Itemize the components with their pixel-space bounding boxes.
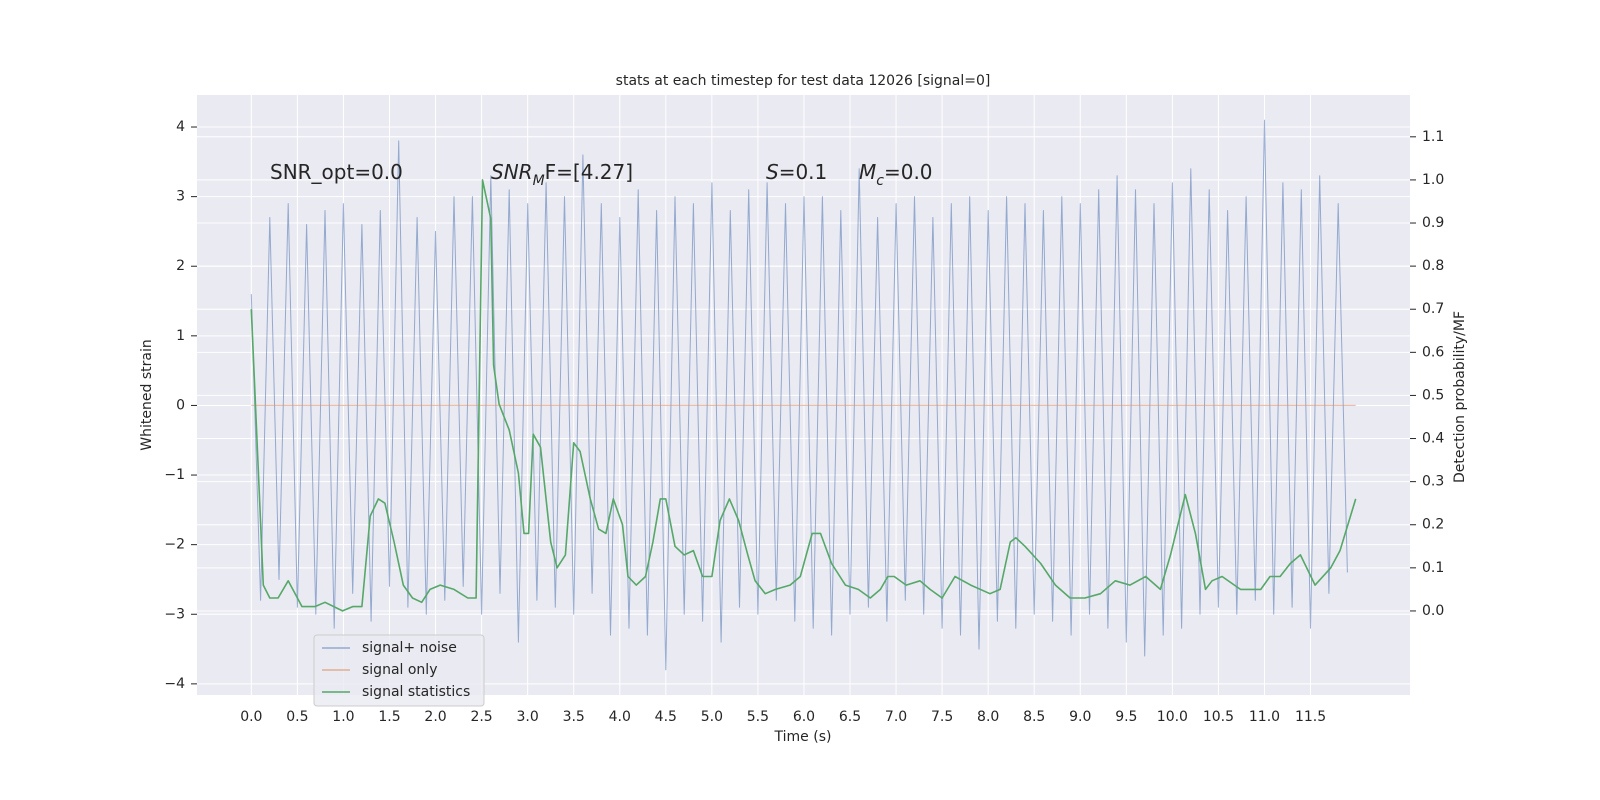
annotation: S=0.1 <box>766 160 827 184</box>
annotation-part: SNR_opt=0.0 <box>270 160 403 184</box>
x-tick-label: 3.5 <box>563 709 585 725</box>
annotation: SNRMF=[4.27] <box>491 160 633 190</box>
y-axis-label: Whitened strain <box>139 339 155 450</box>
x-tick-label: 6.5 <box>839 709 861 725</box>
legend-label: signal statistics <box>362 684 470 700</box>
annotation-part: S <box>766 160 779 184</box>
y2-tick-label: 0.9 <box>1422 215 1444 231</box>
x-tick-label: 2.0 <box>424 709 446 725</box>
y-tick-label: −1 <box>164 467 185 483</box>
x-axis-label: Time (s) <box>774 729 832 745</box>
annotation-part: SNR <box>491 160 533 184</box>
x-tick-label: 10.5 <box>1203 709 1234 725</box>
y2-tick-label: 0.5 <box>1422 387 1444 403</box>
y2-tick-label: 0.0 <box>1422 603 1444 619</box>
y-tick-label: −2 <box>164 537 185 553</box>
y2-tick-label: 0.8 <box>1422 258 1444 274</box>
x-tick-label: 7.5 <box>931 709 953 725</box>
y2-tick-label: 0.7 <box>1422 301 1444 317</box>
x-tick-label: 11.0 <box>1249 709 1280 725</box>
series-line <box>250 179 1357 612</box>
annotation-part: c <box>876 173 884 189</box>
y2-tick-label: 0.1 <box>1422 560 1444 576</box>
x-tick-label: 10.0 <box>1157 709 1188 725</box>
chart-title: stats at each timestep for test data 120… <box>616 73 991 89</box>
annotation-part: =0.1 <box>779 160 828 184</box>
legend-label: signal+ noise <box>362 640 457 656</box>
x-tick-label: 4.0 <box>609 709 631 725</box>
y-tick-label: −4 <box>164 676 185 692</box>
legend-label: signal only <box>362 662 437 678</box>
legend-box <box>313 634 485 707</box>
x-tick-label: 8.5 <box>1023 709 1045 725</box>
series-line <box>250 119 1348 671</box>
x-tick-label: 8.0 <box>977 709 999 725</box>
x-tick-label: 9.0 <box>1069 709 1091 725</box>
y2-tick-label: 0.2 <box>1422 517 1444 533</box>
annotation-part: M <box>533 173 545 189</box>
y2-axis-label: Detection probability/MF <box>1452 311 1468 483</box>
x-tick-label: 1.5 <box>378 709 400 725</box>
y2-tick-label: 1.1 <box>1422 129 1444 145</box>
annotation-part: F=[4.27] <box>545 160 633 184</box>
annotation-part: =0.0 <box>884 160 933 184</box>
x-tick-label: 4.5 <box>655 709 677 725</box>
x-tick-label: 0.0 <box>240 709 262 725</box>
annotation: SNR_opt=0.0 <box>270 160 403 184</box>
x-tick-label: 5.5 <box>747 709 769 725</box>
annotation-part: M <box>859 160 876 184</box>
y-tick-label: 4 <box>176 119 185 135</box>
y-tick-label: 2 <box>176 258 185 274</box>
y-tick-label: 0 <box>176 397 185 413</box>
x-tick-label: 9.5 <box>1115 709 1137 725</box>
x-tick-label: 7.0 <box>885 709 907 725</box>
y-tick-label: −3 <box>164 606 185 622</box>
x-tick-label: 1.0 <box>332 709 354 725</box>
x-tick-label: 5.0 <box>701 709 723 725</box>
x-tick-label: 6.0 <box>793 709 815 725</box>
x-tick-label: 3.0 <box>517 709 539 725</box>
x-tick-label: 0.5 <box>286 709 308 725</box>
x-tick-label: 2.5 <box>470 709 492 725</box>
x-tick-label: 11.5 <box>1295 709 1326 725</box>
y-tick-label: 1 <box>176 328 185 344</box>
y2-tick-label: 0.4 <box>1422 431 1444 447</box>
y2-tick-label: 1.0 <box>1422 172 1444 188</box>
y-tick-label: 3 <box>176 189 185 205</box>
y2-tick-label: 0.3 <box>1422 474 1444 490</box>
annotation: Mc=0.0 <box>859 160 933 190</box>
y2-tick-label: 0.6 <box>1422 344 1444 360</box>
